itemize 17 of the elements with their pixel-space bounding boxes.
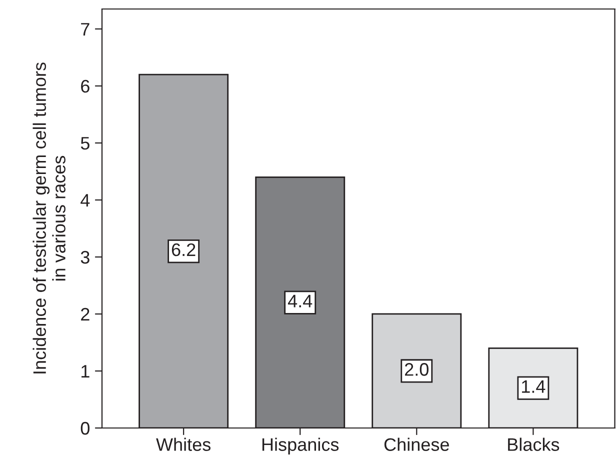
y-tick-label: 2 <box>81 308 90 321</box>
y-tick-label: 5 <box>80 137 90 150</box>
x-tick-label: Hispanics <box>262 438 339 455</box>
x-tick-label: Blacks <box>508 438 560 451</box>
y-tick-label: 0 <box>80 422 90 435</box>
y-axis-title: Incidence of testicular germ cell tumors in various races <box>32 62 66 374</box>
y-tick-label: 6 <box>81 80 90 93</box>
y-tick-label: 3 <box>80 250 90 264</box>
data-label: 2.0 <box>405 363 428 376</box>
x-tick-label: Whites <box>156 438 211 451</box>
data-label: 1.4 <box>522 380 546 393</box>
y-tick-label: 7 <box>81 23 90 36</box>
x-tick-label: Chinese <box>384 438 449 451</box>
data-label: 6.2 <box>172 243 196 256</box>
y-tick-label: 1 <box>82 365 90 378</box>
y-tick-label: 4 <box>80 194 90 207</box>
data-label: 4.4 <box>288 294 312 308</box>
